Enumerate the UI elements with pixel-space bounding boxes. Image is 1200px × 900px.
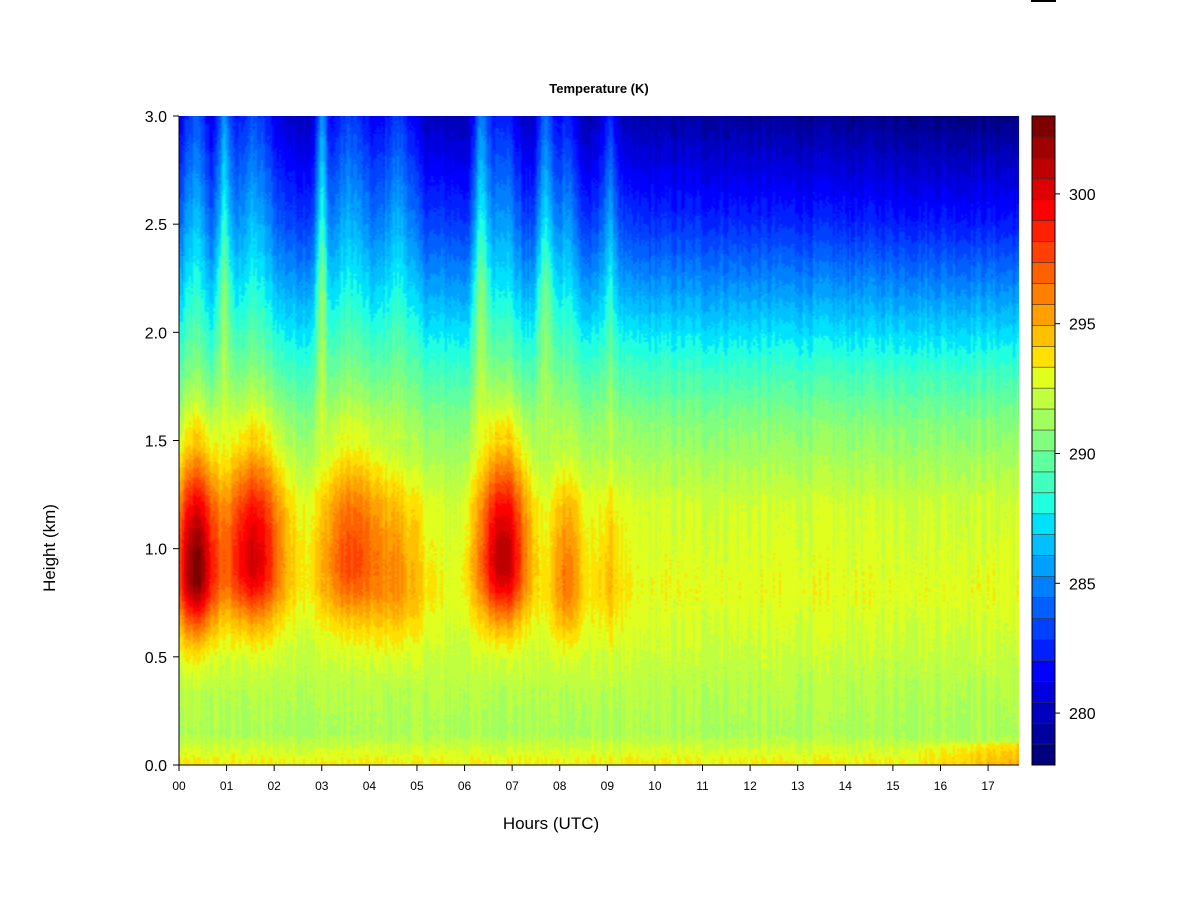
y-tick-label: 2.0: [145, 325, 167, 342]
x-tick-label: 16: [934, 779, 948, 793]
y-axis-label: Height (km): [40, 504, 59, 592]
colorbar-segment: [1032, 723, 1055, 745]
y-tick-label: 3.0: [145, 109, 167, 126]
colorbar-segment: [1032, 430, 1055, 452]
colorbar-segment: [1032, 157, 1055, 180]
x-tick-label: 07: [505, 779, 519, 793]
y-axis: 0.0 0.5 1.0 1.5 2.0 2.5 3.0: [145, 109, 180, 775]
x-tick-label: 09: [601, 779, 615, 793]
colorbar-segment: [1032, 513, 1055, 536]
colorbar-segment: [1032, 262, 1055, 284]
colorbar-segment: [1032, 639, 1055, 661]
colorbar-segment: [1032, 388, 1055, 410]
colorbar-segment: [1032, 367, 1055, 389]
colorbar-segment: [1032, 597, 1055, 619]
colorbar-segment: [1032, 241, 1055, 264]
heatmap-plot-area: [179, 116, 1019, 765]
x-tick-label: 14: [839, 779, 853, 793]
x-axis-label: Hours (UTC): [503, 814, 599, 833]
colorbar-segment: [1032, 744, 1055, 766]
x-axis: 00 01 02 03 04 05 06 07 08 09 10 11 12 13 14 15 16 17: [172, 764, 1019, 793]
colorbar-segment: [1032, 199, 1055, 222]
colorbar-segment: [1032, 702, 1055, 724]
colorbar-ticks: 280 285 290 295 300: [1055, 187, 1096, 723]
y-tick-label: 0.0: [145, 758, 167, 775]
colorbar-segment: [1032, 116, 1055, 138]
x-tick-label: 12: [743, 779, 757, 793]
colorbar-segment: [1032, 409, 1055, 431]
colorbar-segment: [1032, 660, 1055, 682]
x-tick-label: 04: [363, 779, 377, 793]
x-tick-label: 06: [458, 779, 472, 793]
colorbar-tick-label: 290: [1069, 446, 1096, 463]
colorbar-frame: [1031, 115, 1056, 766]
colorbar-segment: [1032, 178, 1055, 201]
colorbar-segment: [1032, 283, 1055, 305]
x-tick-label: 08: [553, 779, 567, 793]
x-tick-label: 03: [315, 779, 329, 793]
y-tick-label: 2.5: [145, 217, 167, 234]
x-tick-label: 11: [696, 779, 709, 793]
colorbar-tick-label: 285: [1069, 576, 1096, 593]
x-tick-label: 02: [268, 779, 282, 793]
x-tick-label: 15: [886, 779, 900, 793]
colorbar-segment: [1032, 492, 1055, 515]
colorbar-segment: [1032, 534, 1055, 557]
corner-mark: [1031, 0, 1056, 2]
colorbar-segment: [1032, 220, 1055, 243]
heatmap-field: [179, 116, 1019, 765]
y-tick-label: 1.5: [145, 434, 167, 451]
colorbar-tick-label: 280: [1069, 706, 1096, 723]
colorbar-segment: [1032, 304, 1055, 326]
colorbar-segment: [1032, 346, 1055, 368]
colorbar-segment: [1032, 471, 1055, 494]
chart-title: Temperature (K): [549, 81, 648, 96]
x-tick-label: 00: [172, 779, 186, 793]
x-tick-label: 17: [981, 779, 995, 793]
colorbar-segment: [1032, 618, 1055, 640]
colorbar-segment: [1032, 576, 1055, 599]
colorbar-segment: [1032, 325, 1055, 347]
x-tick-label: 05: [410, 779, 424, 793]
x-tick-label: 01: [220, 779, 234, 793]
colorbar-segment: [1032, 555, 1055, 578]
colorbar-segment: [1032, 136, 1055, 159]
colorbar-segment: [1032, 450, 1055, 473]
x-tick-label: 13: [791, 779, 805, 793]
colorbar: [1031, 115, 1056, 766]
y-tick-label: 0.5: [145, 650, 167, 667]
y-tick-label: 1.0: [145, 542, 167, 559]
colorbar-segment: [1032, 681, 1055, 703]
x-tick-label: 10: [648, 779, 662, 793]
colorbar-tick-label: 295: [1069, 317, 1096, 334]
colorbar-tick-label: 300: [1069, 187, 1096, 204]
